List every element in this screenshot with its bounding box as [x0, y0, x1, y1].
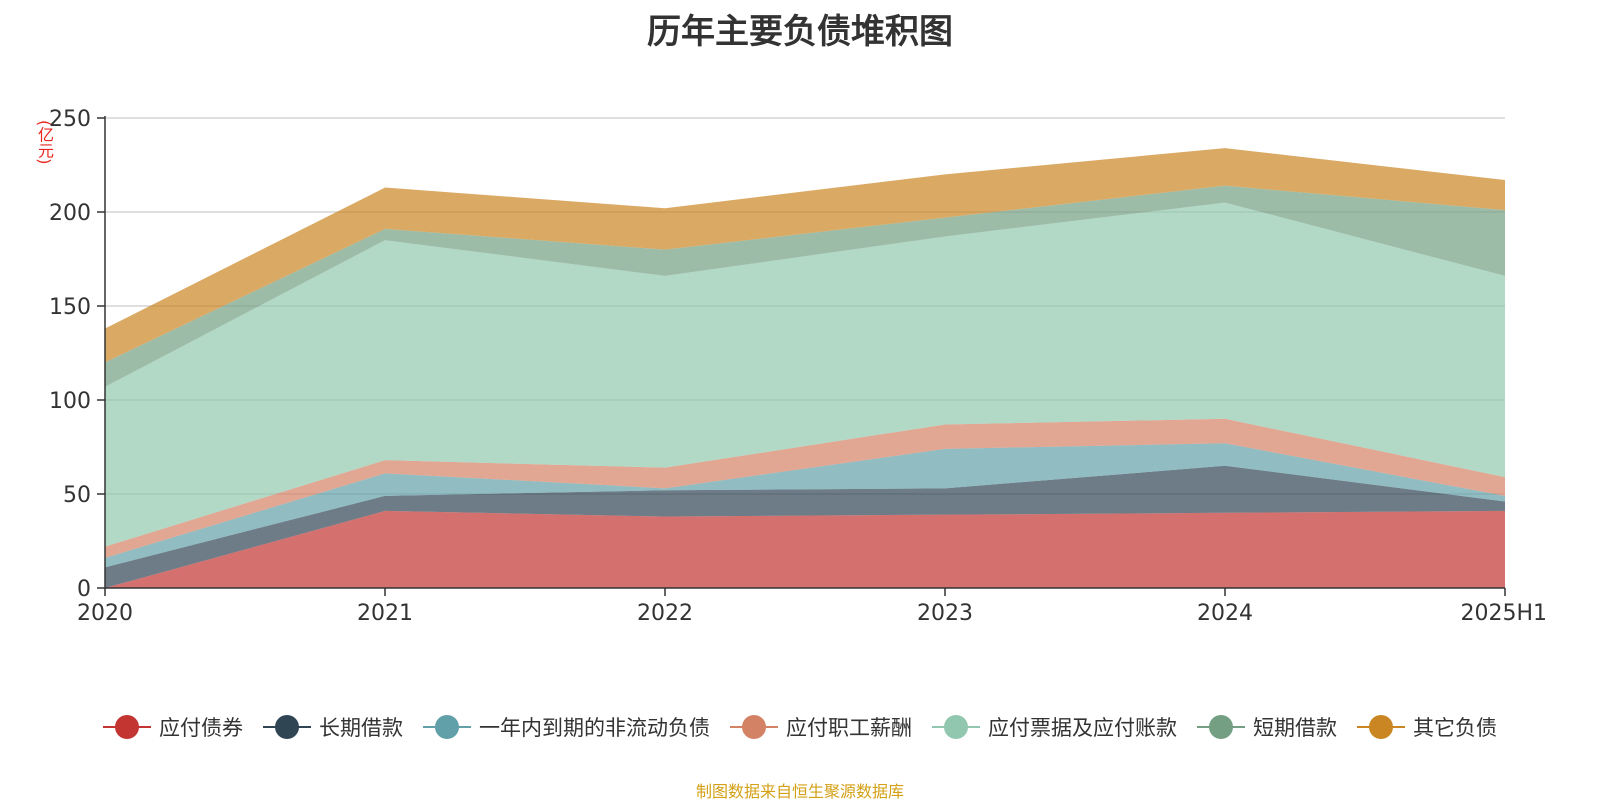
legend-item[interactable]: 一年内到期的非流动负债	[423, 712, 710, 742]
legend-item[interactable]: 应付职工薪酬	[730, 712, 912, 742]
legend-marker-icon	[932, 715, 980, 739]
legend-marker-dot	[742, 715, 766, 739]
y-tick-label: 250	[49, 107, 91, 132]
legend-label: 短期借款	[1253, 716, 1337, 740]
source-note: 制图数据来自恒生聚源数据库	[695, 782, 904, 801]
legend-marker-icon	[730, 715, 778, 739]
legend-label: 应付债券	[159, 716, 243, 740]
y-tick-label: 50	[63, 483, 91, 508]
legend-item[interactable]: 应付票据及应付账款	[932, 712, 1177, 742]
legend-label: 应付票据及应付账款	[988, 716, 1177, 740]
x-tick-label: 2020	[77, 601, 133, 626]
legend-marker-icon	[1357, 715, 1405, 739]
legend-label: 应付职工薪酬	[786, 716, 912, 740]
area-series-2	[105, 465, 1505, 588]
x-tick-label: 2023	[917, 601, 973, 626]
axes: 0 50 100 150 200 250 2020 2021 2022 2023 2024 2025H…	[49, 107, 1547, 626]
area-series-4	[105, 418, 1505, 558]
legend-marker-dot	[944, 715, 968, 739]
area-series-layer	[105, 148, 1505, 588]
legend-label: 长期借款	[319, 716, 403, 740]
legend-marker-icon	[1197, 715, 1245, 739]
legend-label: 其它负债	[1413, 716, 1497, 740]
chart-title: 历年主要负债堆积图	[647, 12, 953, 52]
legend-marker-icon	[263, 715, 311, 739]
legend-label: 一年内到期的非流动负债	[479, 716, 710, 740]
y-tick-label: 200	[49, 201, 91, 226]
legend-marker-icon	[423, 715, 471, 739]
legend-marker-dot	[435, 715, 459, 739]
legend-marker-dot	[115, 715, 139, 739]
area-series-7	[105, 148, 1505, 363]
y-axis-unit-label: (亿元)	[35, 120, 54, 165]
x-tick-label: 2024	[1197, 601, 1253, 626]
legend: 应付债券 长期借款 一年内到期的非流动负债 应付职工薪酬 应付票据及应付账款 短期借款 其它…	[0, 712, 1600, 742]
x-tick-label: 2021	[357, 601, 413, 626]
area-series-1	[105, 510, 1505, 588]
y-tick-label: 100	[49, 389, 91, 414]
legend-marker-dot	[1369, 715, 1393, 739]
legend-item[interactable]: 应付债券	[103, 712, 243, 742]
x-tick-label: 2022	[637, 601, 693, 626]
legend-item[interactable]: 其它负债	[1357, 712, 1497, 742]
legend-item[interactable]: 长期借款	[263, 712, 403, 742]
legend-item[interactable]: 短期借款	[1197, 712, 1337, 742]
legend-marker-icon	[103, 715, 151, 739]
y-tick-label: 0	[77, 577, 91, 602]
x-tick-label: 2025H1	[1460, 601, 1547, 626]
area-series-5	[105, 202, 1505, 547]
area-series-6	[105, 185, 1505, 387]
y-tick-label: 150	[49, 295, 91, 320]
legend-marker-dot	[1209, 715, 1233, 739]
legend-marker-dot	[275, 715, 299, 739]
